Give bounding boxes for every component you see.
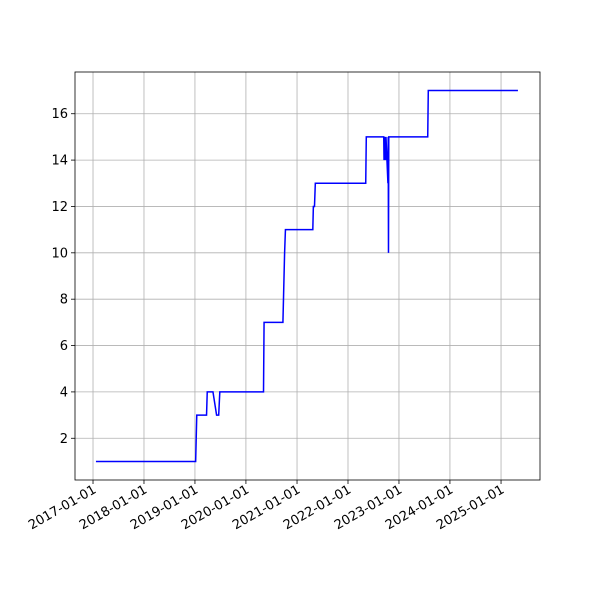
y-tick-label: 16 xyxy=(51,107,68,122)
y-tick-label: 8 xyxy=(60,293,68,308)
y-tick-label: 12 xyxy=(51,200,68,215)
y-tick-label: 2 xyxy=(60,432,68,447)
y-tick-label: 6 xyxy=(60,339,68,354)
plot-frame xyxy=(74,71,541,481)
data-line xyxy=(95,89,518,463)
y-tick-label: 4 xyxy=(60,385,68,400)
y-tick-label: 10 xyxy=(51,246,68,261)
y-tick-label: 14 xyxy=(51,154,68,169)
